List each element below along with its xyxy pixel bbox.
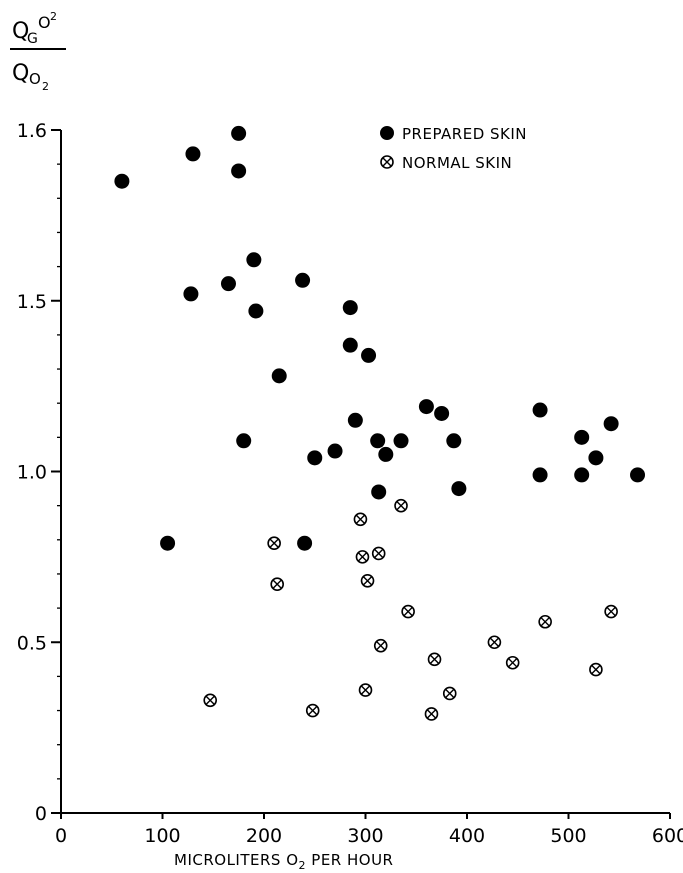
normal-skin-point bbox=[358, 683, 373, 697]
normal-skin-point bbox=[203, 693, 218, 708]
prepared-skin-point bbox=[370, 433, 386, 449]
x-tick-label: 500 bbox=[550, 825, 586, 847]
prepared-skin-point bbox=[378, 446, 394, 462]
prepared-skin-point bbox=[114, 173, 130, 189]
normal-skin-point bbox=[401, 604, 415, 619]
y-tick-labels: 0 0.5 1.0 1.5 1.6 bbox=[17, 120, 47, 825]
prepared-skin-point bbox=[220, 276, 236, 292]
normal-skin-point bbox=[394, 498, 408, 513]
series-normal-skin bbox=[203, 498, 618, 721]
normal-skin-point bbox=[270, 577, 284, 591]
x-tick-label: 100 bbox=[144, 825, 180, 847]
prepared-skin-point bbox=[236, 433, 252, 449]
y-tick-label: 0 bbox=[35, 803, 47, 825]
normal-skin-point bbox=[305, 703, 320, 718]
prepared-skin-point bbox=[248, 303, 264, 319]
x-tick-label: 300 bbox=[347, 825, 383, 847]
y-title-numerator-q: Q bbox=[12, 19, 29, 44]
x-tick-label: 200 bbox=[246, 825, 282, 847]
x-ticks bbox=[60, 813, 671, 819]
normal-skin-point bbox=[360, 573, 375, 588]
prepared-skin-point bbox=[532, 402, 548, 418]
normal-skin-point bbox=[505, 655, 520, 670]
x-tick-label: 600 bbox=[652, 825, 683, 847]
normal-skin-point bbox=[355, 550, 370, 564]
normal-skin-point bbox=[373, 638, 388, 653]
x-tick-label: 0 bbox=[55, 825, 67, 847]
normal-skin-point bbox=[442, 686, 457, 701]
x-axis-title-part2: PER HOUR bbox=[306, 851, 393, 869]
prepared-skin-point bbox=[246, 252, 262, 268]
prepared-skin-point bbox=[446, 433, 462, 449]
x-tick-labels: 0 100 200 300 400 500 600 bbox=[55, 825, 683, 847]
legend: PREPARED SKIN NORMAL SKIN bbox=[380, 125, 527, 172]
legend-normal-marker bbox=[380, 155, 394, 169]
legend-prepared-marker bbox=[380, 126, 394, 140]
x-tick-label: 400 bbox=[449, 825, 485, 847]
normal-skin-point bbox=[589, 662, 603, 677]
prepared-skin-point bbox=[532, 467, 548, 483]
prepared-skin-point bbox=[418, 399, 434, 415]
y-tick-label: 1.5 bbox=[17, 291, 47, 313]
prepared-skin-point bbox=[295, 272, 311, 288]
y-tick-label: 0.5 bbox=[17, 632, 47, 654]
x-axis-title-sub: 2 bbox=[299, 859, 307, 872]
x-axis-title-part1: MICROLITERS O bbox=[174, 851, 299, 869]
normal-skin-point bbox=[487, 635, 502, 650]
prepared-skin-point bbox=[185, 146, 201, 162]
prepared-skin-point bbox=[183, 286, 199, 302]
prepared-skin-point bbox=[231, 125, 247, 141]
y-title-numerator-sub: G bbox=[27, 31, 38, 47]
prepared-skin-point bbox=[342, 337, 358, 353]
prepared-skin-point bbox=[307, 450, 323, 466]
prepared-skin-point bbox=[361, 347, 377, 363]
normal-skin-point bbox=[371, 546, 386, 561]
y-tick-label: 1.0 bbox=[17, 462, 47, 484]
y-axis-title: Q G O 2 Q O 2 bbox=[10, 10, 66, 93]
prepared-skin-point bbox=[160, 535, 176, 551]
normal-skin-point bbox=[424, 707, 439, 721]
prepared-skin-point bbox=[574, 467, 590, 483]
normal-skin-point bbox=[267, 536, 281, 551]
normal-skin-point bbox=[353, 512, 368, 527]
prepared-skin-point bbox=[327, 443, 343, 459]
prepared-skin-point bbox=[347, 412, 363, 428]
prepared-skin-point bbox=[574, 429, 590, 445]
normal-skin-point bbox=[427, 652, 442, 667]
normal-skin-point bbox=[538, 614, 552, 629]
prepared-skin-point bbox=[588, 450, 604, 466]
series-prepared-skin bbox=[114, 125, 646, 551]
y-tick-label: 1.6 bbox=[17, 120, 47, 142]
prepared-skin-point bbox=[630, 467, 646, 483]
normal-skin-point bbox=[604, 604, 618, 619]
prepared-skin-point bbox=[371, 484, 387, 500]
prepared-skin-point bbox=[271, 368, 287, 384]
prepared-skin-point bbox=[297, 535, 313, 551]
x-axis-title: MICROLITERS O2 PER HOUR bbox=[174, 851, 393, 872]
y-title-numerator-sup: O bbox=[38, 13, 51, 32]
prepared-skin-point bbox=[451, 481, 467, 497]
prepared-skin-point bbox=[434, 405, 450, 421]
legend-prepared-label: PREPARED SKIN bbox=[402, 125, 527, 143]
legend-normal-label: NORMAL SKIN bbox=[402, 154, 512, 172]
prepared-skin-point bbox=[342, 300, 358, 316]
y-title-denominator-sub: O bbox=[29, 70, 41, 88]
y-title-denominator-q: Q bbox=[12, 61, 29, 86]
y-major-ticks bbox=[51, 129, 61, 814]
prepared-skin-point bbox=[231, 163, 247, 179]
prepared-skin-point bbox=[393, 433, 409, 449]
y-title-numerator-sup-sub: 2 bbox=[50, 10, 57, 23]
y-title-denominator-sub2: 2 bbox=[42, 80, 49, 93]
prepared-skin-point bbox=[603, 416, 619, 432]
